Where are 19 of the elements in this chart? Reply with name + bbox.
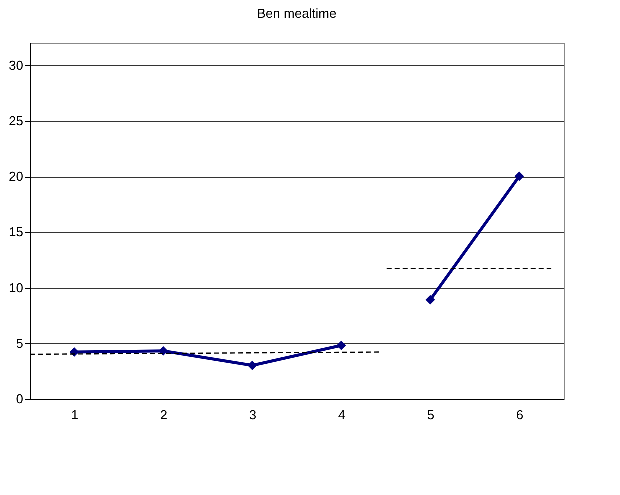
y-tick-label: 0 [16,392,24,406]
x-tick-label: 4 [338,408,346,422]
point [158,346,168,356]
x-tick-label: 6 [516,408,524,422]
x-tick-label: 1 [71,408,79,422]
y-tick-label: 25 [9,113,24,128]
point [248,360,258,370]
x-tick-label: 5 [427,408,435,422]
x-tick-label: 2 [160,408,168,422]
chart-title: Ben mealtime [257,6,337,21]
y-tick-label: 20 [9,169,24,184]
y-tick-label: 30 [9,58,24,73]
point [336,340,346,350]
y-tick-label: 15 [9,224,24,240]
y-tick-label: 10 [9,280,24,296]
point [426,295,436,305]
y-tick-label: 5 [16,336,24,351]
point [514,172,524,182]
x-tick-label: 3 [249,408,257,422]
